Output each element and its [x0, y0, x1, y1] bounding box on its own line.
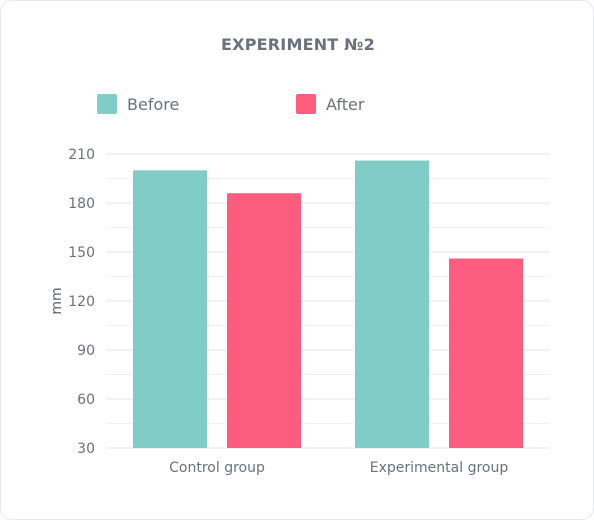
x-tick-labels: Control group Experimental group — [169, 460, 508, 476]
y-axis-title: mm — [49, 287, 65, 314]
bar-after-control-group[interactable] — [227, 193, 301, 448]
legend-label-after: After — [326, 94, 365, 114]
y-tick-label: 150 — [68, 245, 95, 261]
y-tick-label: 120 — [68, 294, 95, 310]
y-tick-label: 210 — [68, 147, 95, 163]
legend-item-after[interactable]: After — [296, 94, 364, 114]
x-tick-label: Control group — [169, 460, 265, 476]
y-tick-label: 60 — [77, 392, 95, 408]
y-tick-labels: 30 60 90 120 150 180 210 — [68, 147, 95, 457]
legend-label-before: Before — [127, 94, 180, 114]
legend: Before After — [1, 94, 594, 118]
chart-title: EXPERIMENT №2 — [221, 35, 375, 54]
y-tick-label: 180 — [68, 196, 95, 212]
legend-swatch-after — [296, 94, 316, 114]
x-tick-label: Experimental group — [370, 460, 509, 476]
y-tick-label: 30 — [77, 441, 95, 457]
legend-item-before[interactable]: Before — [97, 94, 179, 114]
bars — [133, 160, 523, 449]
bar-before-control-group[interactable] — [133, 170, 207, 449]
legend-swatch-before — [97, 94, 117, 114]
bar-before-experimental-group[interactable] — [355, 160, 429, 449]
y-tick-label: 90 — [77, 343, 95, 359]
bar-after-experimental-group[interactable] — [449, 258, 523, 448]
